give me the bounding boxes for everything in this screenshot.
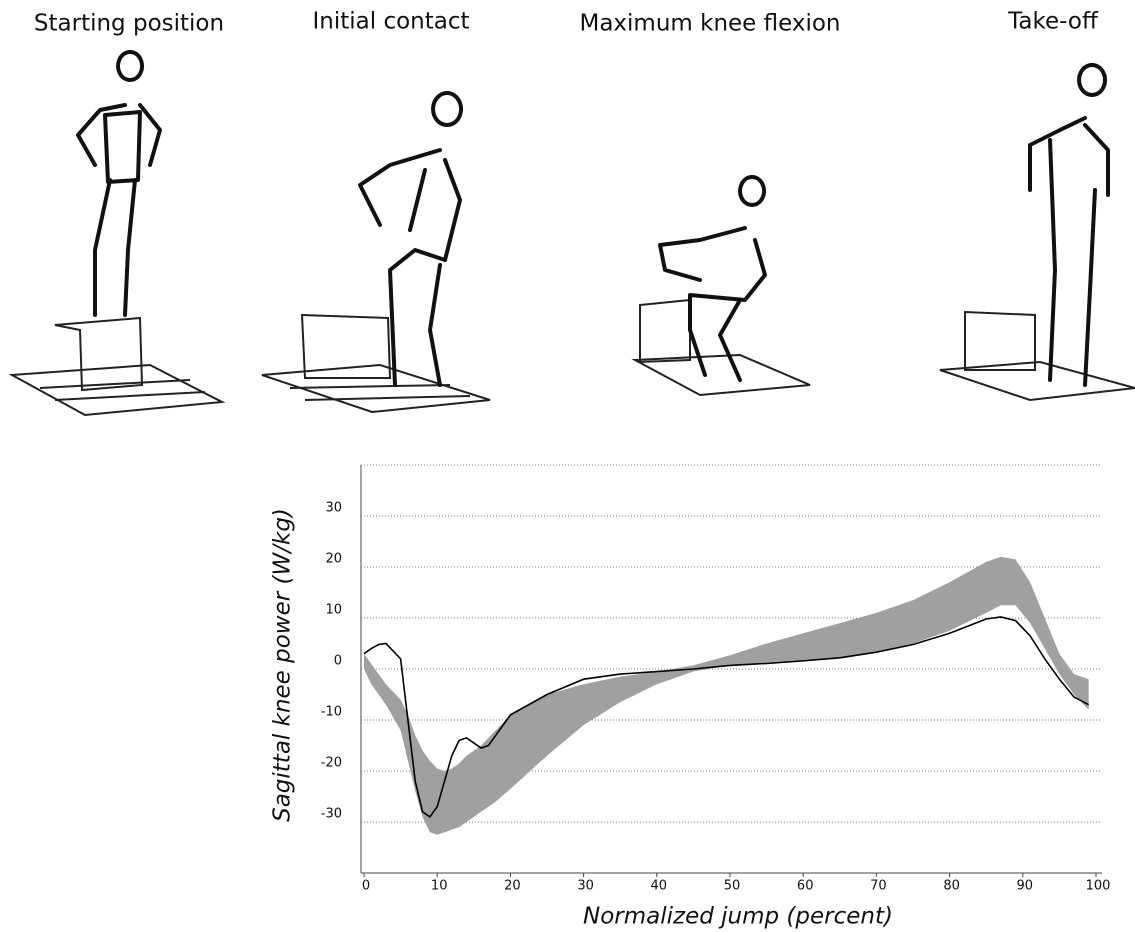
x-tick-label: 100 bbox=[1086, 879, 1111, 894]
x-tick-label: 90 bbox=[1017, 879, 1034, 894]
y-tick-label: -20 bbox=[321, 756, 342, 771]
panel-title: Maximum knee flexion bbox=[579, 11, 840, 37]
panel-title: Take-off bbox=[1007, 9, 1099, 35]
x-tick-label: 40 bbox=[651, 879, 668, 894]
x-tick-label: 20 bbox=[504, 879, 521, 894]
y-tick-label: 30 bbox=[325, 501, 342, 516]
x-tick-label: 80 bbox=[943, 879, 960, 894]
y-axis-label: Sagittal knee power (W/kg) bbox=[270, 508, 296, 822]
x-tick-label: 10 bbox=[431, 879, 448, 894]
y-tick-label: 20 bbox=[325, 552, 342, 567]
x-tick-label: 0 bbox=[362, 879, 370, 894]
x-tick-label: 70 bbox=[870, 879, 887, 894]
variability-band bbox=[364, 557, 1089, 835]
y-tick-label: 0 bbox=[334, 654, 342, 669]
x-tick-label: 60 bbox=[797, 879, 814, 894]
panel-title: Initial contact bbox=[312, 9, 469, 35]
y-tick-label: -10 bbox=[321, 705, 342, 720]
figure: Starting position Initial contact Maximu… bbox=[0, 0, 1135, 932]
illustration bbox=[12, 52, 1135, 415]
y-tick-label: 10 bbox=[325, 603, 342, 618]
x-axis-label: Normalized jump (percent) bbox=[583, 904, 893, 930]
y-tick-label: -30 bbox=[321, 807, 342, 822]
panel-title: Starting position bbox=[34, 11, 224, 37]
x-tick-label: 30 bbox=[577, 879, 594, 894]
x-tick-label: 50 bbox=[724, 879, 741, 894]
